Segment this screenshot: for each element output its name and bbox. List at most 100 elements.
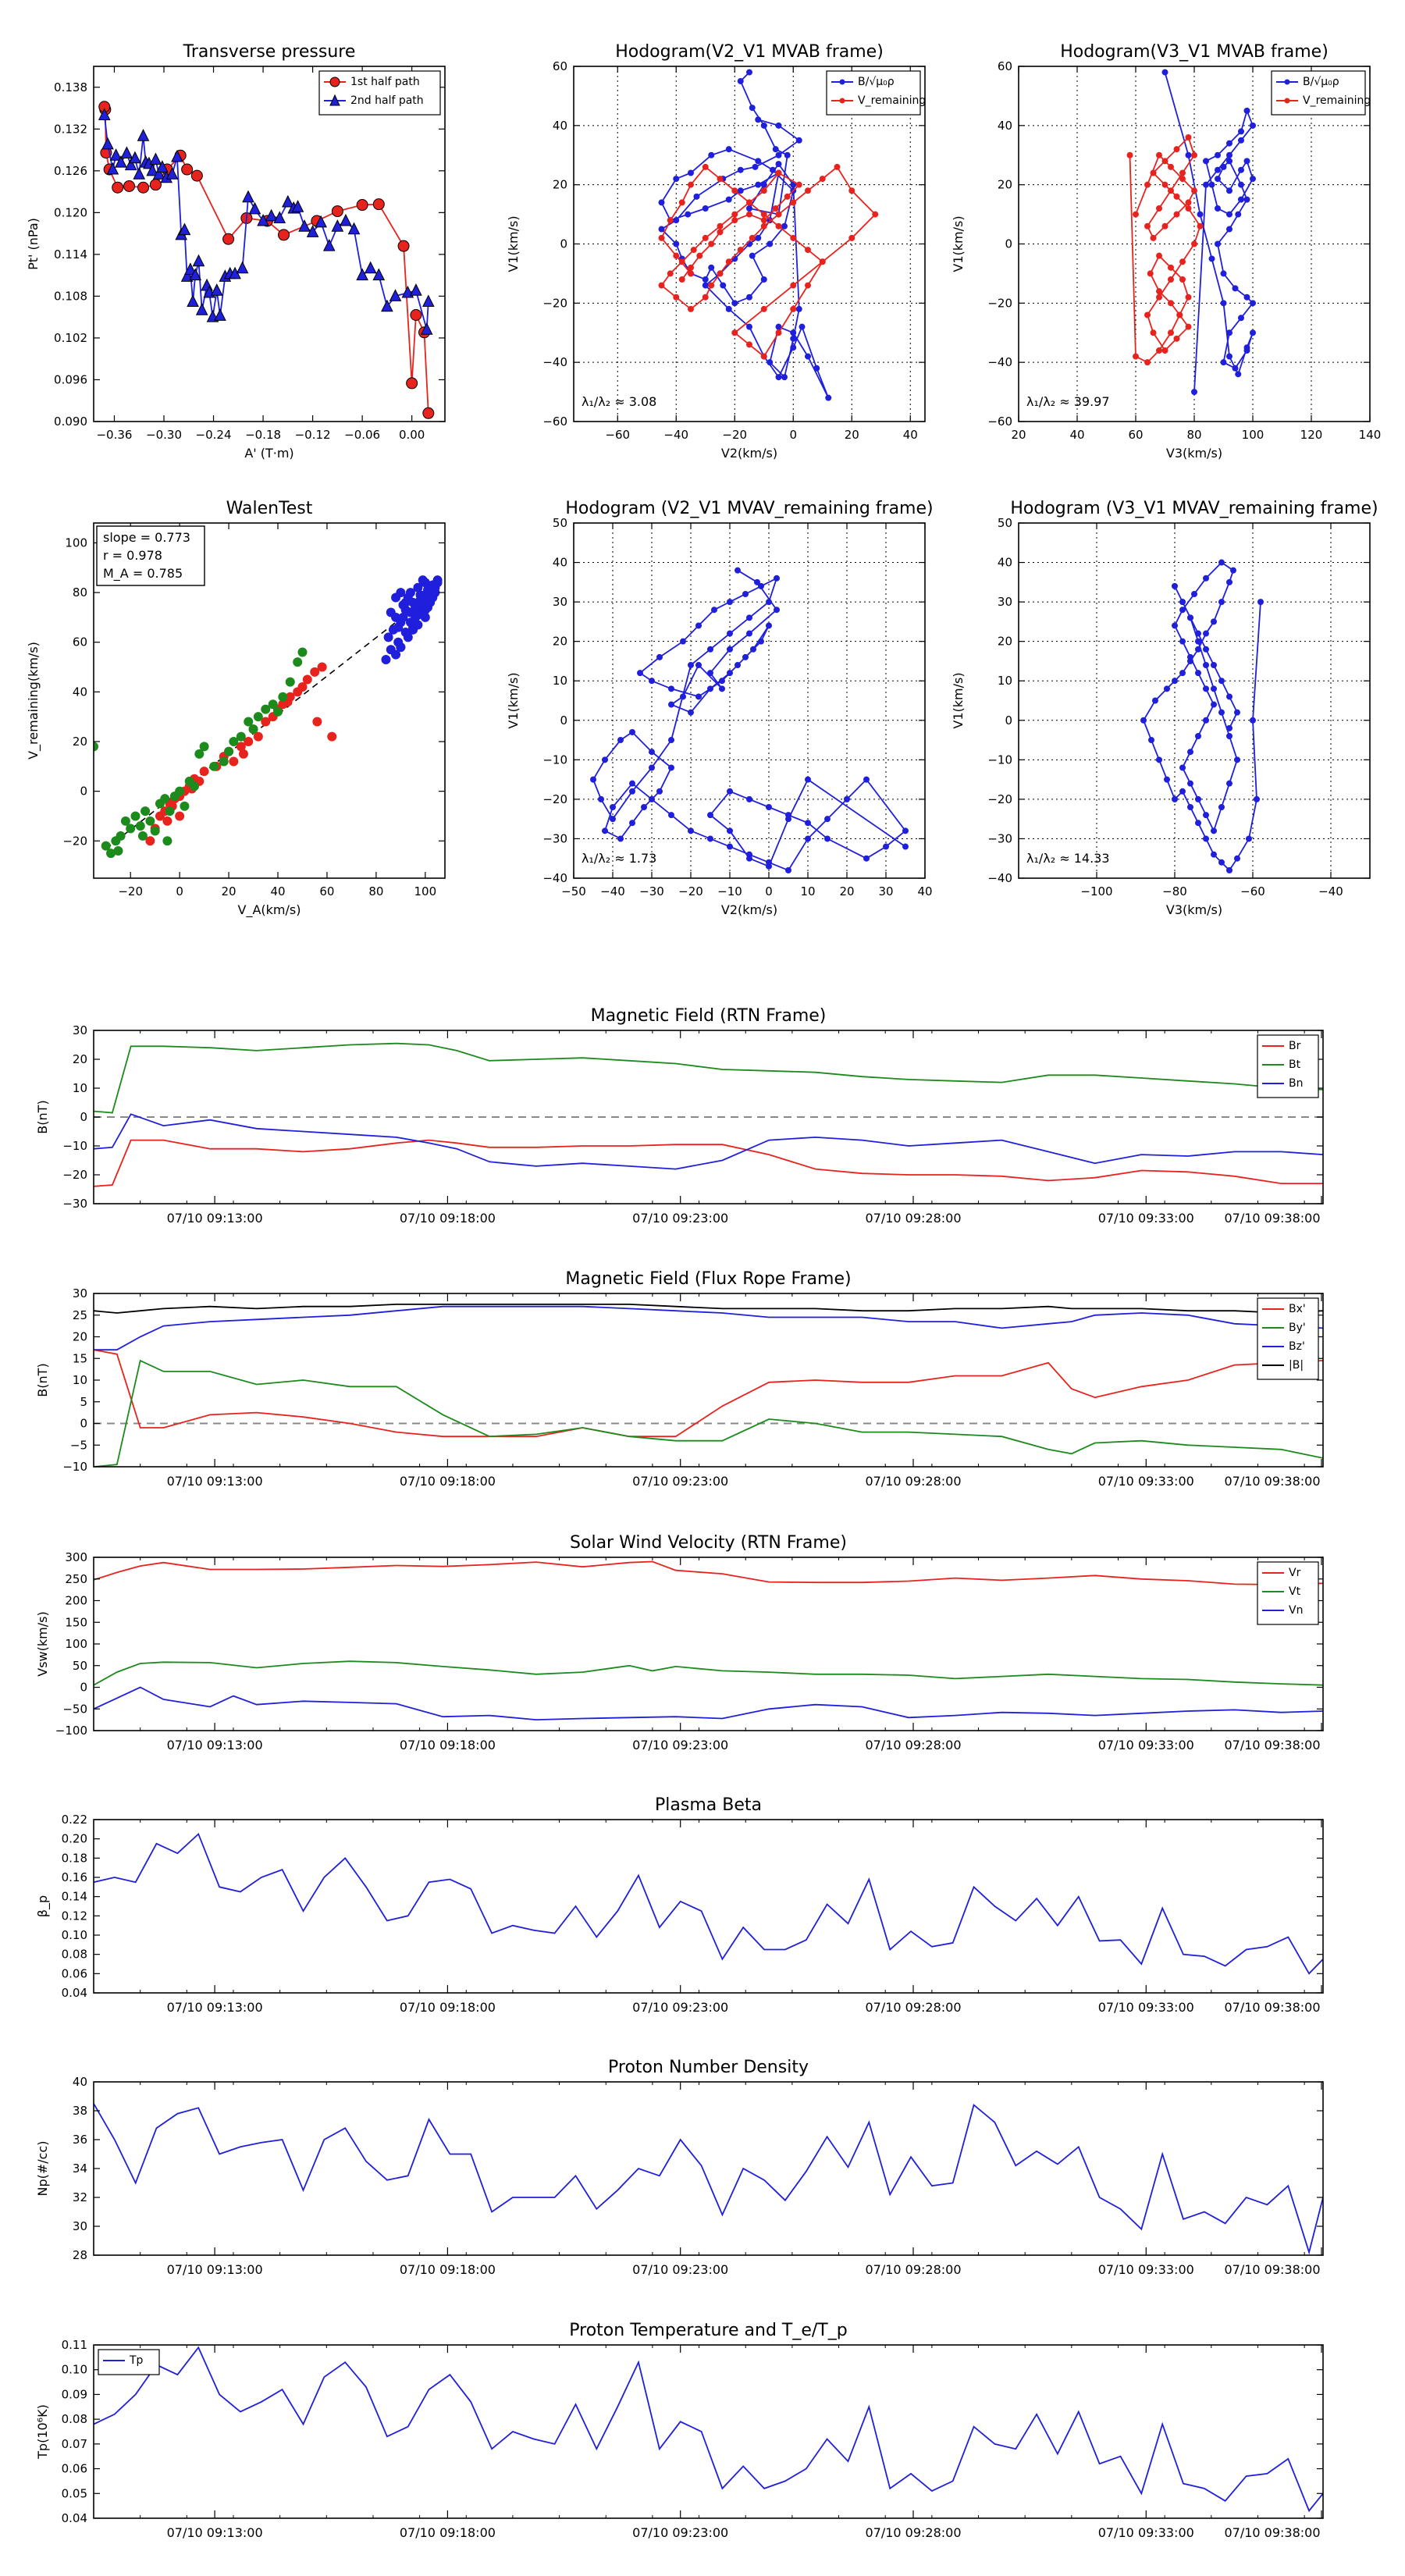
y-tick-label: 0.090	[54, 415, 87, 429]
series-1st-half-path-marker	[123, 180, 136, 192]
y-tick-label: 0	[560, 713, 567, 728]
x-tick-label: −80	[1162, 884, 1187, 898]
x-tick-label: 20	[839, 884, 854, 898]
series-v-remaining-marker	[790, 282, 797, 289]
chart-title: Hodogram(V2_V1 MVAB frame)	[615, 42, 884, 62]
series-v-remaining-marker	[1144, 311, 1151, 318]
series-2nd-half-path-marker	[340, 213, 352, 226]
series-2nd-half-path-marker	[98, 108, 111, 120]
series-v-marker	[1230, 567, 1236, 574]
data-point-green	[175, 786, 185, 796]
series-v-remaining-line	[660, 165, 877, 358]
legend-marker	[839, 79, 845, 85]
series-v-remaining-marker	[1173, 211, 1180, 218]
y-tick-label: 30	[553, 595, 567, 609]
series-v-marker	[727, 670, 733, 677]
data-layer	[94, 1832, 1323, 1975]
series-v-remaining-marker	[673, 252, 680, 259]
series-2nd-half-path-marker	[265, 208, 278, 222]
x-tick-label: 07/10 09:38:00	[1224, 2525, 1320, 2540]
y-tick-label: 0.20	[62, 1832, 87, 1846]
series-v-remaining-marker	[746, 199, 752, 206]
y-axis-label: Np(#/cc)	[35, 2141, 50, 2197]
data-point-green	[209, 761, 219, 771]
series-v-marker	[1195, 638, 1201, 645]
series-b--marker	[725, 196, 732, 203]
series-v-marker	[688, 662, 694, 668]
y-tick-label: 0.06	[62, 2462, 87, 2476]
series-v-marker	[1218, 599, 1225, 606]
series-b--marker	[720, 282, 727, 289]
series-b--marker	[746, 205, 752, 212]
series-b--marker	[767, 240, 774, 247]
series-v-remaining-marker	[760, 222, 767, 229]
x-tick-label: 07/10 09:28:00	[865, 2525, 961, 2540]
series-v-remaining-marker	[725, 258, 732, 265]
series-b--marker	[658, 226, 665, 233]
series-v-remaining-marker	[1156, 205, 1162, 212]
data-point-green	[297, 647, 308, 657]
y-tick-label: 200	[65, 1594, 87, 1608]
y-tick-label: 0	[560, 237, 567, 251]
series-b--marker	[1226, 211, 1232, 218]
series-v-marker	[1172, 582, 1178, 589]
series-b--marker	[702, 276, 709, 283]
series-b--marker	[767, 359, 774, 366]
series-2nd-half-path-marker	[315, 215, 327, 228]
series-b--marker	[1220, 163, 1227, 170]
series-b--marker	[775, 122, 782, 129]
y-tick-label: 40	[553, 556, 567, 570]
series-v-remaining-marker	[1185, 134, 1192, 141]
data-point-green	[229, 737, 239, 746]
series-v-marker	[1179, 607, 1186, 614]
series-1st-half-path-marker	[372, 198, 385, 211]
x-tick-label: 07/10 09:18:00	[400, 2000, 496, 2015]
y-tick-label: 0	[80, 785, 87, 799]
series-1st-half-path-marker	[356, 199, 368, 212]
series-v-remaining-marker	[717, 229, 724, 236]
series-2nd-half-path-marker	[137, 129, 150, 141]
x-tick-label: 140	[1359, 428, 1382, 442]
series-2nd-half-path-marker	[109, 148, 123, 161]
series-b--marker	[775, 374, 782, 381]
series-b--marker	[1203, 181, 1209, 188]
legend-marker	[1284, 98, 1290, 104]
series-v-marker	[1187, 614, 1193, 621]
series-v-remaining-marker	[1161, 222, 1168, 229]
series-v-marker	[656, 653, 663, 660]
series-b--marker	[1250, 176, 1256, 183]
series-v-marker	[1234, 855, 1240, 862]
data-point-red	[253, 731, 263, 742]
series-1st-half-path-marker	[410, 309, 422, 321]
series-v-marker	[668, 701, 674, 708]
series-v-remaining-marker	[819, 258, 826, 265]
series-v-marker	[1195, 820, 1201, 827]
series-v-marker	[602, 827, 608, 834]
series-vn-line	[94, 1686, 1323, 1721]
y-tick-label: 0.18	[62, 1851, 87, 1865]
series-v-marker	[805, 820, 811, 827]
series-b--marker	[1208, 181, 1215, 188]
series-v-marker	[1203, 717, 1209, 724]
series-v-remaining-marker	[872, 211, 879, 218]
y-axis-label: V1(km/s)	[506, 215, 521, 272]
series-2nd-half-path-marker	[214, 308, 226, 321]
series-vr-line	[94, 1560, 1323, 1585]
series-tp-line	[94, 2346, 1323, 2513]
x-tick-label: 40	[1069, 428, 1084, 442]
data-layer	[1126, 69, 1256, 396]
series-v-remaining-marker	[731, 211, 738, 218]
y-tick-label: 0	[1005, 713, 1012, 728]
series-v-remaining-marker	[1168, 300, 1174, 307]
series-2nd-half-path-marker	[420, 322, 433, 335]
series-v-remaining-marker	[834, 163, 841, 170]
series-b--marker	[1191, 389, 1197, 396]
data-point-red	[175, 811, 185, 821]
series-v-remaining-marker	[708, 282, 715, 289]
data-point-green	[261, 704, 271, 714]
series-v-marker	[1187, 804, 1193, 810]
series-v-marker	[727, 646, 733, 653]
series-v-remaining-marker	[1161, 181, 1168, 188]
series-b--marker	[1215, 166, 1221, 173]
series-1st-half-path-marker	[137, 181, 150, 194]
